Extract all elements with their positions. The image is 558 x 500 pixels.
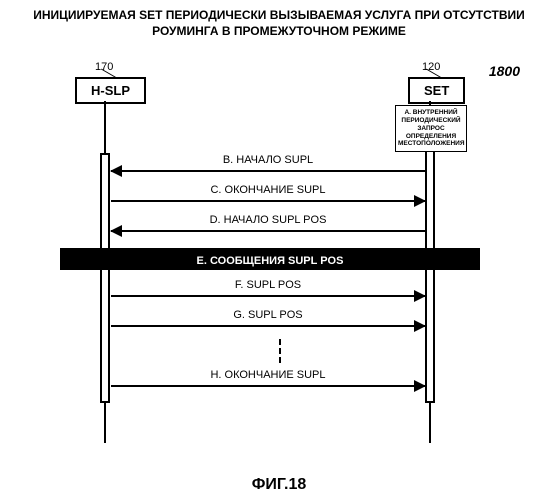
message-f: F. SUPL POS xyxy=(111,283,425,299)
arrow-left-icon xyxy=(110,165,122,177)
message-f-line xyxy=(111,295,425,297)
arrow-right-icon xyxy=(414,290,426,302)
ellipsis-dots xyxy=(279,339,281,363)
right-participant-name: SET xyxy=(424,83,449,98)
figure-number: 1800 xyxy=(489,63,520,79)
left-participant-name: H-SLP xyxy=(91,83,130,98)
message-b-label: B. НАЧАЛО SUPL xyxy=(111,154,425,166)
message-c-line xyxy=(111,200,425,202)
message-e-band: E. СООБЩЕНИЯ SUPL POS xyxy=(60,248,480,270)
message-c-label: C. ОКОНЧАНИЕ SUPL xyxy=(111,184,425,196)
left-participant-box: H-SLP xyxy=(75,77,146,104)
note-line-3: ЗАПРОС ОПРЕДЕЛЕНИЯ xyxy=(406,125,456,140)
message-h-line xyxy=(111,385,425,387)
note-line-2: ПЕРИОДИЧЕСКИЙ xyxy=(401,117,460,124)
message-b-line xyxy=(111,170,425,172)
note-line-1: A. ВНУТРЕННИЙ xyxy=(404,109,457,116)
diagram-title: ИНИЦИИРУЕМАЯ SET ПЕРИОДИЧЕСКИ ВЫЗЫВАЕМАЯ… xyxy=(0,0,558,43)
message-f-label: F. SUPL POS xyxy=(111,279,425,291)
note-line-4: МЕСТОПОЛОЖЕНИЯ xyxy=(398,140,465,147)
message-g-label: G. SUPL POS xyxy=(111,309,425,321)
message-b: B. НАЧАЛО SUPL xyxy=(111,158,425,174)
arrow-right-icon xyxy=(414,195,426,207)
message-h-label: H. ОКОНЧАНИЕ SUPL xyxy=(111,369,425,381)
figure-caption: ФИГ.18 xyxy=(0,476,558,494)
message-c: C. ОКОНЧАНИЕ SUPL xyxy=(111,188,425,204)
message-d-label: D. НАЧАЛО SUPL POS xyxy=(111,214,425,226)
left-activation xyxy=(100,153,110,403)
title-line-2: РОУМИНГА В ПРОМЕЖУТОЧНОМ РЕЖИМЕ xyxy=(152,24,406,38)
title-line-1: ИНИЦИИРУЕМАЯ SET ПЕРИОДИЧЕСКИ ВЫЗЫВАЕМАЯ… xyxy=(33,8,525,22)
message-g-line xyxy=(111,325,425,327)
note-a: A. ВНУТРЕННИЙ ПЕРИОДИЧЕСКИЙ ЗАПРОС ОПРЕД… xyxy=(395,105,467,152)
message-h: H. ОКОНЧАНИЕ SUPL xyxy=(111,373,425,389)
message-e-label: E. СООБЩЕНИЯ SUPL POS xyxy=(197,255,344,267)
message-d: D. НАЧАЛО SUPL POS xyxy=(111,218,425,234)
right-participant-box: SET xyxy=(408,77,465,104)
sequence-diagram: 1800 170 H-SLP 120 SET A. ВНУТРЕННИЙ ПЕР… xyxy=(0,43,558,463)
arrow-right-icon xyxy=(414,380,426,392)
right-activation xyxy=(425,143,435,403)
arrow-right-icon xyxy=(414,320,426,332)
message-d-line xyxy=(111,230,425,232)
arrow-left-icon xyxy=(110,225,122,237)
message-g: G. SUPL POS xyxy=(111,313,425,329)
